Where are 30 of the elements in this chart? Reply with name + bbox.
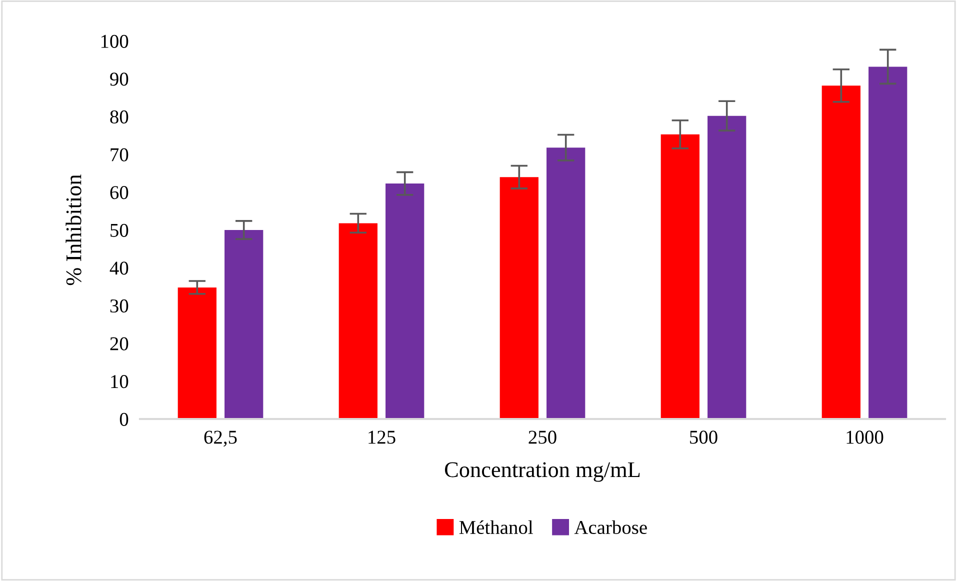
y-tick-label: 40	[110, 262, 128, 275]
y-tick-label: 30	[110, 299, 128, 313]
x-tick-label: 250	[528, 430, 556, 444]
bar	[386, 184, 424, 419]
legend-label: Méthanol	[459, 520, 533, 534]
y-tick-label: 0	[120, 412, 128, 426]
x-tick-label: 62,5	[204, 430, 237, 447]
bar	[224, 230, 264, 419]
y-tick-label: 70	[110, 148, 128, 162]
x-tick-label: 1000	[846, 430, 884, 444]
bar	[338, 223, 378, 419]
y-tick-label: 20	[110, 337, 128, 350]
bar	[500, 177, 538, 419]
bar	[822, 86, 860, 419]
y-tick-label: 60	[110, 186, 128, 200]
y-axis-title: % Inhibition	[66, 174, 82, 286]
bar	[546, 148, 586, 419]
x-tick-label: 500	[690, 430, 718, 444]
bar	[660, 134, 700, 419]
legend-label: Acarbose	[574, 520, 647, 534]
x-axis-title: Concentration mg/mL	[444, 462, 640, 482]
x-tick-label: 125	[368, 430, 396, 444]
y-tick-label: 100	[101, 34, 128, 48]
y-tick-label: 90	[110, 72, 128, 86]
y-tick-label: 50	[110, 224, 128, 237]
bar	[708, 116, 746, 419]
y-tick-label: 10	[111, 375, 128, 388]
bar	[868, 66, 908, 419]
bar	[178, 287, 216, 419]
y-tick-label: 80	[110, 110, 128, 124]
